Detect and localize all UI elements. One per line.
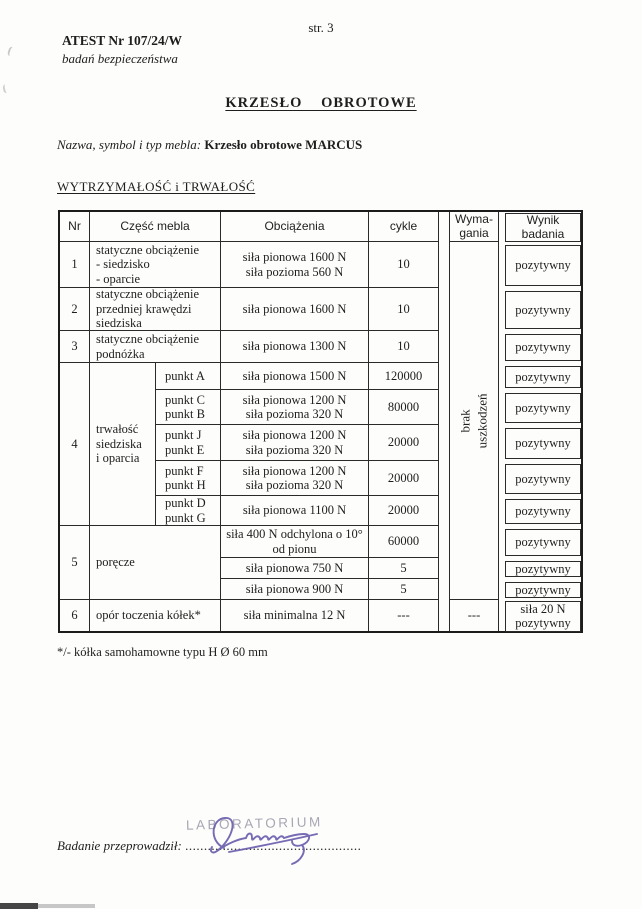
row6-result: siła 20 N pozytywny	[505, 600, 581, 632]
row5c-cycles: 5	[369, 579, 439, 600]
row6-nr: 6	[60, 600, 90, 631]
requirements-rotated-text: brak uszkodzeń	[457, 393, 489, 448]
signature-dotted-line: ........................................…	[185, 838, 362, 853]
row4-nr: 4	[60, 363, 90, 526]
examiner-label: Badanie przeprowadził:	[57, 838, 182, 853]
row3-part: statyczne obciążenie podnóżka	[90, 331, 221, 363]
row1-part: statyczne obciążenie - siedzisko - oparc…	[90, 242, 221, 288]
row4c-load: siła pionowa 1200 N siła pozioma 320 N	[221, 425, 369, 461]
row5c-load: siła pionowa 900 N	[221, 579, 369, 600]
results-table: Nr Część mebla Obciążenia cykle Wyma- ga…	[58, 210, 583, 633]
scan-artifact	[6, 45, 19, 59]
row5a-load: siła 400 N odchylona o 10° od pionu	[221, 526, 369, 558]
row4d-load: siła pionowa 1200 N siła pozioma 320 N	[221, 461, 369, 496]
row4e-cycles: 20000	[369, 496, 439, 526]
row1-nr: 1	[60, 242, 90, 288]
row4b-cycles: 80000	[369, 390, 439, 425]
row4c-cycles: 20000	[369, 425, 439, 461]
document-title-text: KRZESŁO OBROTOWE	[225, 95, 417, 111]
row6-cycles: ---	[369, 600, 439, 631]
col-header-result: Wynik badania	[505, 212, 581, 243]
row5a-result: pozytywny	[505, 526, 581, 558]
atest-number: ATEST Nr 107/24/W	[62, 33, 183, 48]
row4e-result: pozytywny	[505, 496, 581, 526]
row4a-cycles: 120000	[369, 363, 439, 390]
row5b-load: siła pionowa 750 N	[221, 558, 369, 579]
row3-load: siła pionowa 1300 N	[221, 331, 369, 363]
row3-result: pozytywny	[505, 331, 581, 363]
row4-label: trwałość siedziska i oparcia	[90, 363, 156, 526]
col-header-cycles: cykle	[369, 212, 439, 242]
row4a-point: punkt A	[156, 363, 221, 390]
row1-cycles: 10	[369, 242, 439, 288]
document-title: KRZESŁO OBROTOWE	[0, 94, 642, 112]
row2-nr: 2	[60, 288, 90, 331]
signature-ink	[210, 817, 318, 865]
row5b-result: pozytywny	[505, 558, 581, 579]
row5c-result: pozytywny	[505, 579, 581, 600]
row5-label: poręcze	[90, 526, 221, 600]
row3-cycles: 10	[369, 331, 439, 363]
row5b-cycles: 5	[369, 558, 439, 579]
row4b-load: siła pionowa 1200 N siła pozioma 320 N	[221, 390, 369, 425]
row6-part: opór toczenia kółek*	[90, 600, 221, 631]
row4b-result: pozytywny	[505, 390, 581, 425]
row4c-point: punkt J punkt E	[156, 425, 221, 461]
row6-load: siła minimalna 12 N	[221, 600, 369, 631]
col-header-nr: Nr	[60, 212, 90, 242]
row2-result: pozytywny	[505, 288, 581, 331]
row2-cycles: 10	[369, 288, 439, 331]
row4c-result: pozytywny	[505, 425, 581, 461]
page-number: str. 3	[308, 20, 334, 35]
product-line: Nazwa, symbol i typ mebla: Krzesło obrot…	[57, 137, 362, 153]
row6-requirements: ---	[449, 600, 499, 631]
requirements-cell: brak uszkodzeń	[449, 242, 499, 600]
section-title: WYTRZYMAŁOŚĆ i TRWAŁOŚĆ	[57, 179, 256, 194]
scan-artifact	[0, 903, 38, 909]
row4e-load: siła pionowa 1100 N	[221, 496, 369, 526]
row4a-load: siła pionowa 1500 N	[221, 363, 369, 390]
row2-part: statyczne obciążenie przedniej krawędzi …	[90, 287, 221, 331]
atest-subtitle: badań bezpieczeństwa	[62, 51, 178, 66]
col-header-load: Obciążenia	[221, 212, 369, 242]
row1-load: siła pionowa 1600 N siła pozioma 560 N	[221, 242, 369, 288]
row4a-result: pozytywny	[505, 363, 581, 390]
row2-load: siła pionowa 1600 N	[221, 288, 369, 331]
row5a-cycles: 60000	[369, 526, 439, 558]
row4d-point: punkt F punkt H	[156, 461, 221, 496]
row4d-cycles: 20000	[369, 461, 439, 496]
product-label: Nazwa, symbol i typ mebla:	[57, 137, 202, 152]
scan-artifact	[38, 904, 95, 908]
col-header-part: Część mebla	[90, 212, 221, 242]
row5-nr: 5	[60, 526, 90, 600]
row4b-point: punkt C punkt B	[156, 390, 221, 425]
row3-nr: 3	[60, 331, 90, 363]
scan-artifact	[2, 83, 12, 94]
row4e-point: punkt D punkt G	[156, 496, 221, 526]
col-header-requirements: Wyma- gania	[449, 212, 499, 242]
product-value: Krzesło obrotowe MARCUS	[204, 137, 363, 152]
row1-result: pozytywny	[505, 242, 581, 288]
footnote: */- kółka samohamowne typu H Ø 60 mm	[57, 645, 268, 659]
examiner-line: Badanie przeprowadził: .................…	[57, 838, 361, 854]
row4d-result: pozytywny	[505, 461, 581, 496]
